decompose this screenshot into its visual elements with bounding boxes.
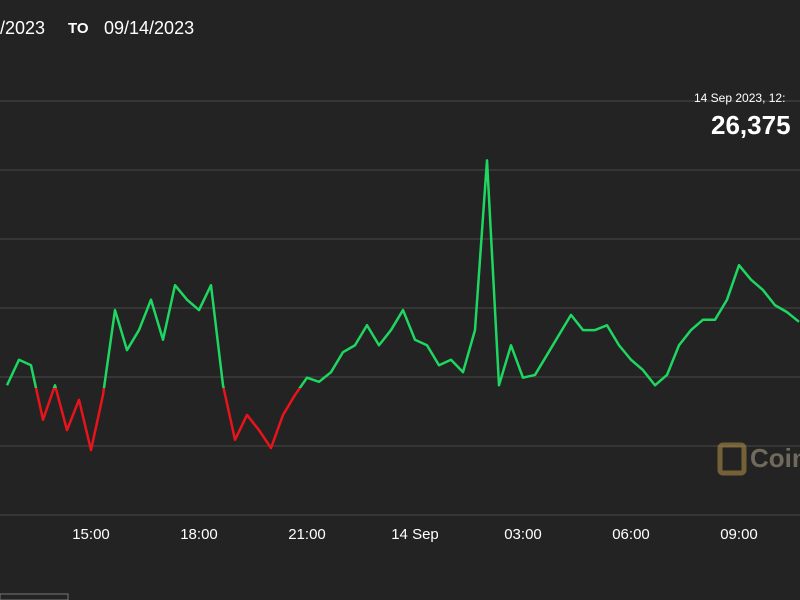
date-from: /2023 [0,18,45,38]
watermark: Coin [750,443,800,473]
x-tick-label: 06:00 [612,526,650,543]
logo-icon [717,442,747,476]
x-tick-label: 18:00 [180,526,218,543]
scroll-box [0,593,69,600]
x-tick-label: 14 Sep [391,526,439,543]
x-tick-label: 09:00 [720,526,758,543]
x-tick-label: 15:00 [72,526,110,543]
x-tick-label: 03:00 [504,526,542,543]
watermark-logo [717,442,747,476]
annotation-value: 26,375 [711,110,791,140]
price-line-up [5,159,800,389]
date-to: 09/14/2023 [104,18,194,38]
x-tick-label: 21:00 [288,526,326,543]
annotation-time: 14 Sep 2023, 12: [694,91,785,105]
date-separator: TO [68,20,89,37]
